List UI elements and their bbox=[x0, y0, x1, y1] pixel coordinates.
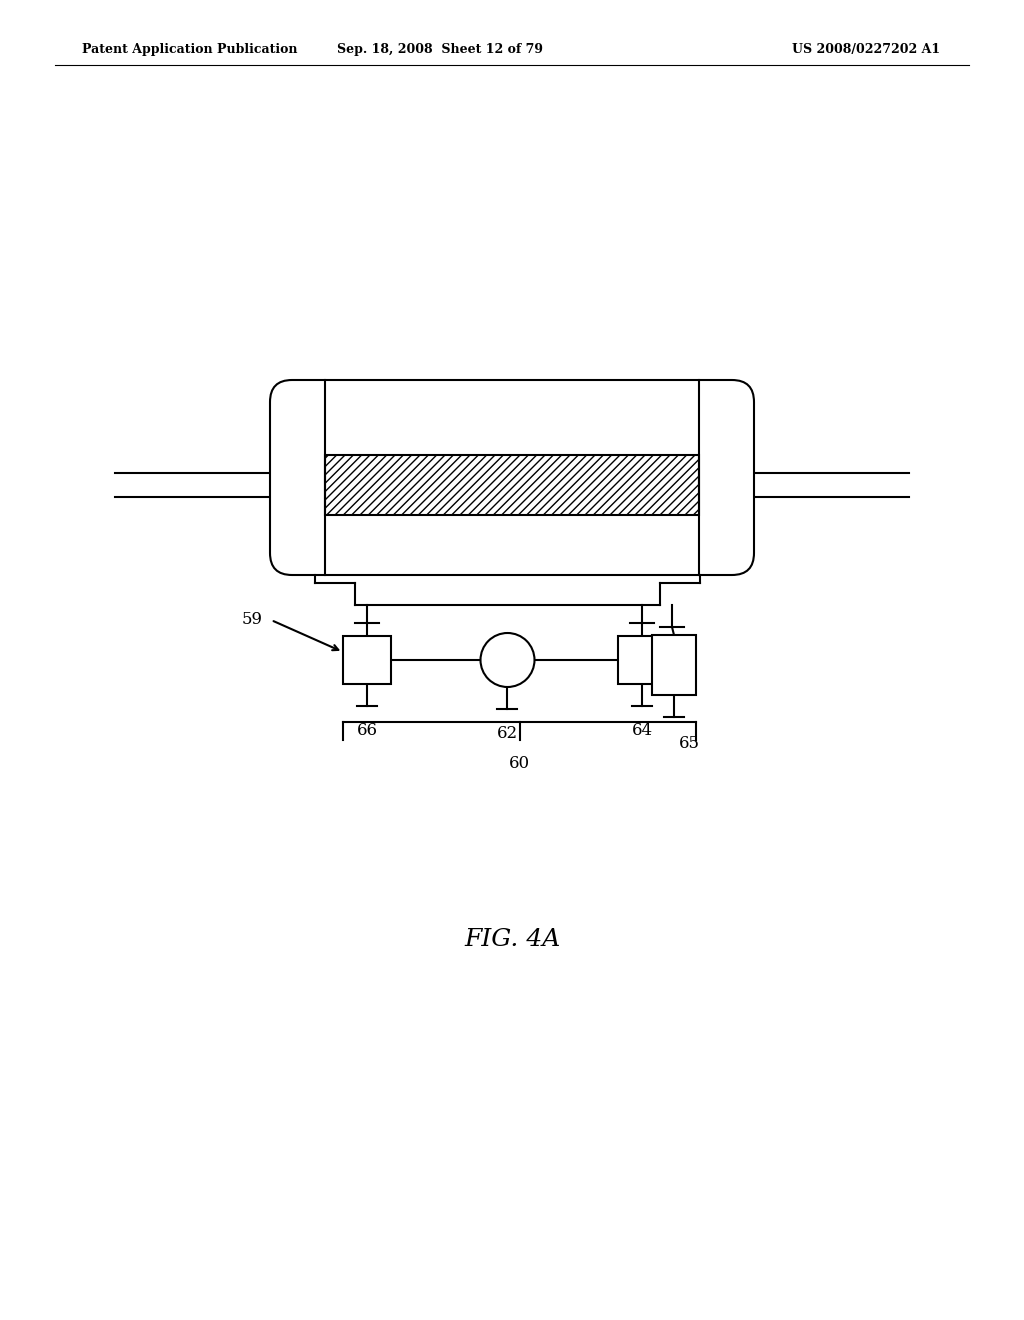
Text: 64: 64 bbox=[632, 722, 652, 739]
Text: 60: 60 bbox=[509, 755, 530, 772]
Text: 66: 66 bbox=[356, 722, 378, 739]
Text: Sep. 18, 2008  Sheet 12 of 79: Sep. 18, 2008 Sheet 12 of 79 bbox=[337, 44, 543, 57]
Text: 65: 65 bbox=[679, 735, 700, 752]
FancyBboxPatch shape bbox=[270, 380, 754, 576]
Text: FIG. 4A: FIG. 4A bbox=[464, 928, 560, 952]
Bar bbox=[652, 635, 696, 696]
Bar bbox=[343, 636, 391, 684]
Text: Patent Application Publication: Patent Application Publication bbox=[82, 44, 298, 57]
Text: 59: 59 bbox=[242, 611, 263, 628]
Text: 62: 62 bbox=[497, 725, 518, 742]
Circle shape bbox=[480, 634, 535, 686]
Bar bbox=[325, 455, 699, 515]
Text: US 2008/0227202 A1: US 2008/0227202 A1 bbox=[792, 44, 940, 57]
Bar bbox=[618, 636, 666, 684]
